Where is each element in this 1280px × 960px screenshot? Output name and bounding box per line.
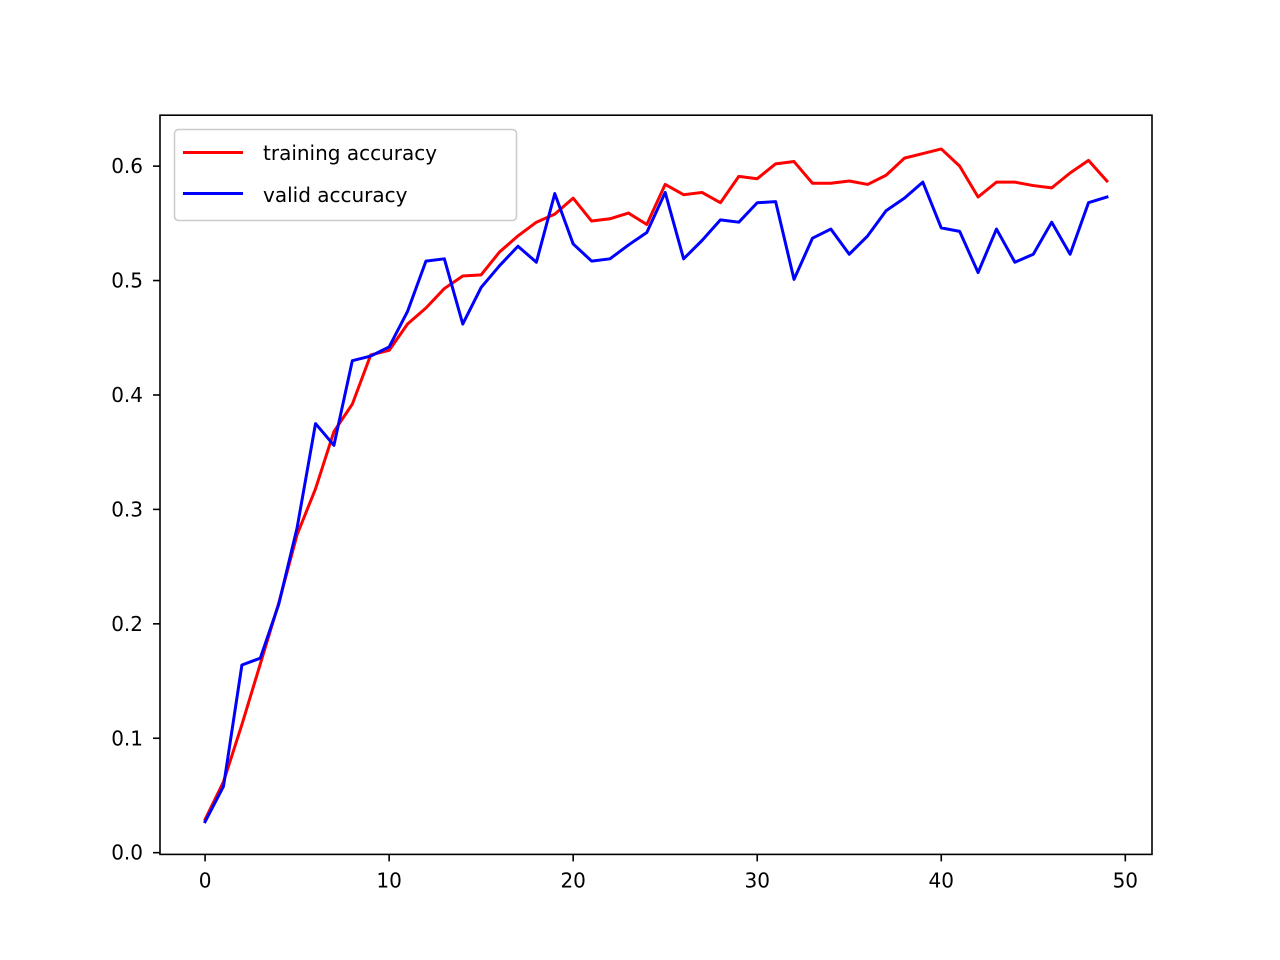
x-tick-label: 50 [1113, 868, 1138, 892]
x-tick-label: 20 [560, 868, 585, 892]
y-tick-label: 0.5 [111, 269, 143, 293]
series-line-0 [203, 147, 1110, 822]
x-axis-ticks: 0 10 20 30 40 50 [199, 854, 1138, 892]
y-tick-label: 0.0 [111, 841, 143, 865]
legend-label-valid: valid accuracy [263, 183, 408, 207]
x-tick-label: 30 [744, 868, 769, 892]
legend: training accuracy valid accuracy [173, 128, 518, 222]
legend-label-training: training accuracy [263, 141, 437, 165]
y-tick-label: 0.6 [111, 154, 143, 178]
plot-lines [203, 147, 1110, 824]
y-tick-label: 0.4 [111, 383, 143, 407]
series-line-1 [203, 180, 1109, 824]
x-tick-label: 0 [199, 868, 212, 892]
x-tick-label: 40 [929, 868, 954, 892]
y-tick-label: 0.3 [111, 497, 143, 521]
y-tick-label: 0.2 [111, 612, 143, 636]
x-tick-label: 10 [376, 868, 401, 892]
plot-frame [159, 114, 1153, 856]
y-tick-label: 0.1 [111, 726, 143, 750]
y-axis-ticks: 0.0 0.1 0.2 0.3 0.4 0.5 0.6 [111, 154, 160, 865]
legend-box [173, 128, 518, 222]
